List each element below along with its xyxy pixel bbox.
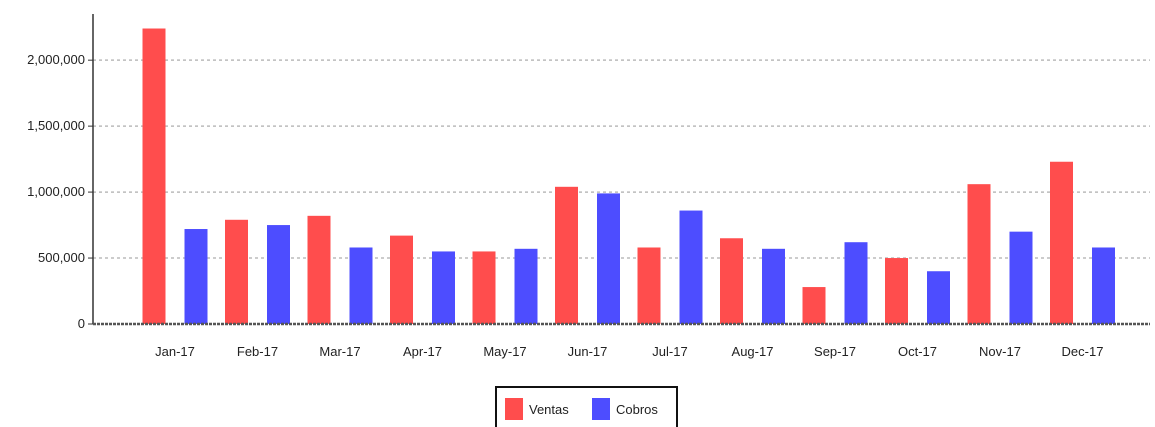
grid-lines	[93, 59, 1150, 259]
bar-ventas-dec-17	[1050, 161, 1073, 324]
bar-cobros-jul-17	[679, 210, 703, 324]
bar-cobros-may-17	[514, 248, 538, 324]
x-tick-label: Sep-17	[814, 344, 856, 359]
legend-box	[495, 386, 678, 427]
x-tick-label: Feb-17	[237, 344, 278, 359]
bars	[142, 28, 1115, 324]
bar-ventas-oct-17	[885, 258, 908, 324]
bar-ventas-jul-17	[637, 247, 661, 324]
x-tick-label: Aug-17	[732, 344, 774, 359]
bar-ventas-may-17	[472, 251, 496, 324]
bar-cobros-apr-17	[432, 251, 455, 324]
y-tick-label: 1,500,000	[27, 118, 85, 133]
y-axis: 0 500,000 1,000,000 1,500,000 2,000,000	[27, 14, 94, 331]
bar-ventas-mar-17	[307, 215, 331, 324]
x-tick-label: Jan-17	[155, 344, 195, 359]
legend-swatch-ventas	[505, 398, 523, 420]
bar-cobros-sep-17	[844, 242, 868, 324]
bar-ventas-nov-17	[967, 184, 991, 324]
bar-cobros-feb-17	[267, 225, 290, 324]
x-tick-label: Apr-17	[403, 344, 442, 359]
x-tick-label: Nov-17	[979, 344, 1021, 359]
x-tick-label: Mar-17	[319, 344, 360, 359]
legend-label-cobros: Cobros	[616, 402, 658, 417]
y-tick-label: 1,000,000	[27, 184, 85, 199]
y-tick-label: 2,000,000	[27, 52, 85, 67]
x-tick-label: Dec-17	[1062, 344, 1104, 359]
bar-cobros-oct-17	[927, 271, 950, 324]
bar-ventas-aug-17	[720, 238, 743, 324]
bar-ventas-jan-17	[142, 28, 166, 324]
bar-ventas-feb-17	[225, 219, 248, 324]
y-tick-label: 500,000	[38, 250, 85, 265]
bar-ventas-jun-17	[555, 186, 578, 324]
bar-ventas-apr-17	[390, 235, 413, 324]
bar-cobros-jan-17	[184, 229, 208, 324]
bar-cobros-mar-17	[349, 247, 373, 324]
legend-label-ventas: Ventas	[529, 402, 569, 417]
x-axis: Jan-17 Feb-17 Mar-17 Apr-17 May-17 Jun-17 Jul-…	[93, 322, 1150, 359]
bar-ventas-sep-17	[802, 287, 826, 324]
x-tick-label: Jun-17	[568, 344, 608, 359]
x-tick-label: Jul-17	[652, 344, 687, 359]
x-tick-label: May-17	[483, 344, 526, 359]
legend-swatch-cobros	[592, 398, 610, 420]
legend: Ventas Cobros	[495, 386, 678, 427]
bar-cobros-aug-17	[762, 248, 785, 324]
y-tick-label: 0	[78, 316, 85, 331]
bar-cobros-nov-17	[1009, 231, 1033, 324]
bar-cobros-jun-17	[597, 193, 620, 324]
bar-cobros-dec-17	[1092, 247, 1115, 324]
x-tick-label: Oct-17	[898, 344, 937, 359]
